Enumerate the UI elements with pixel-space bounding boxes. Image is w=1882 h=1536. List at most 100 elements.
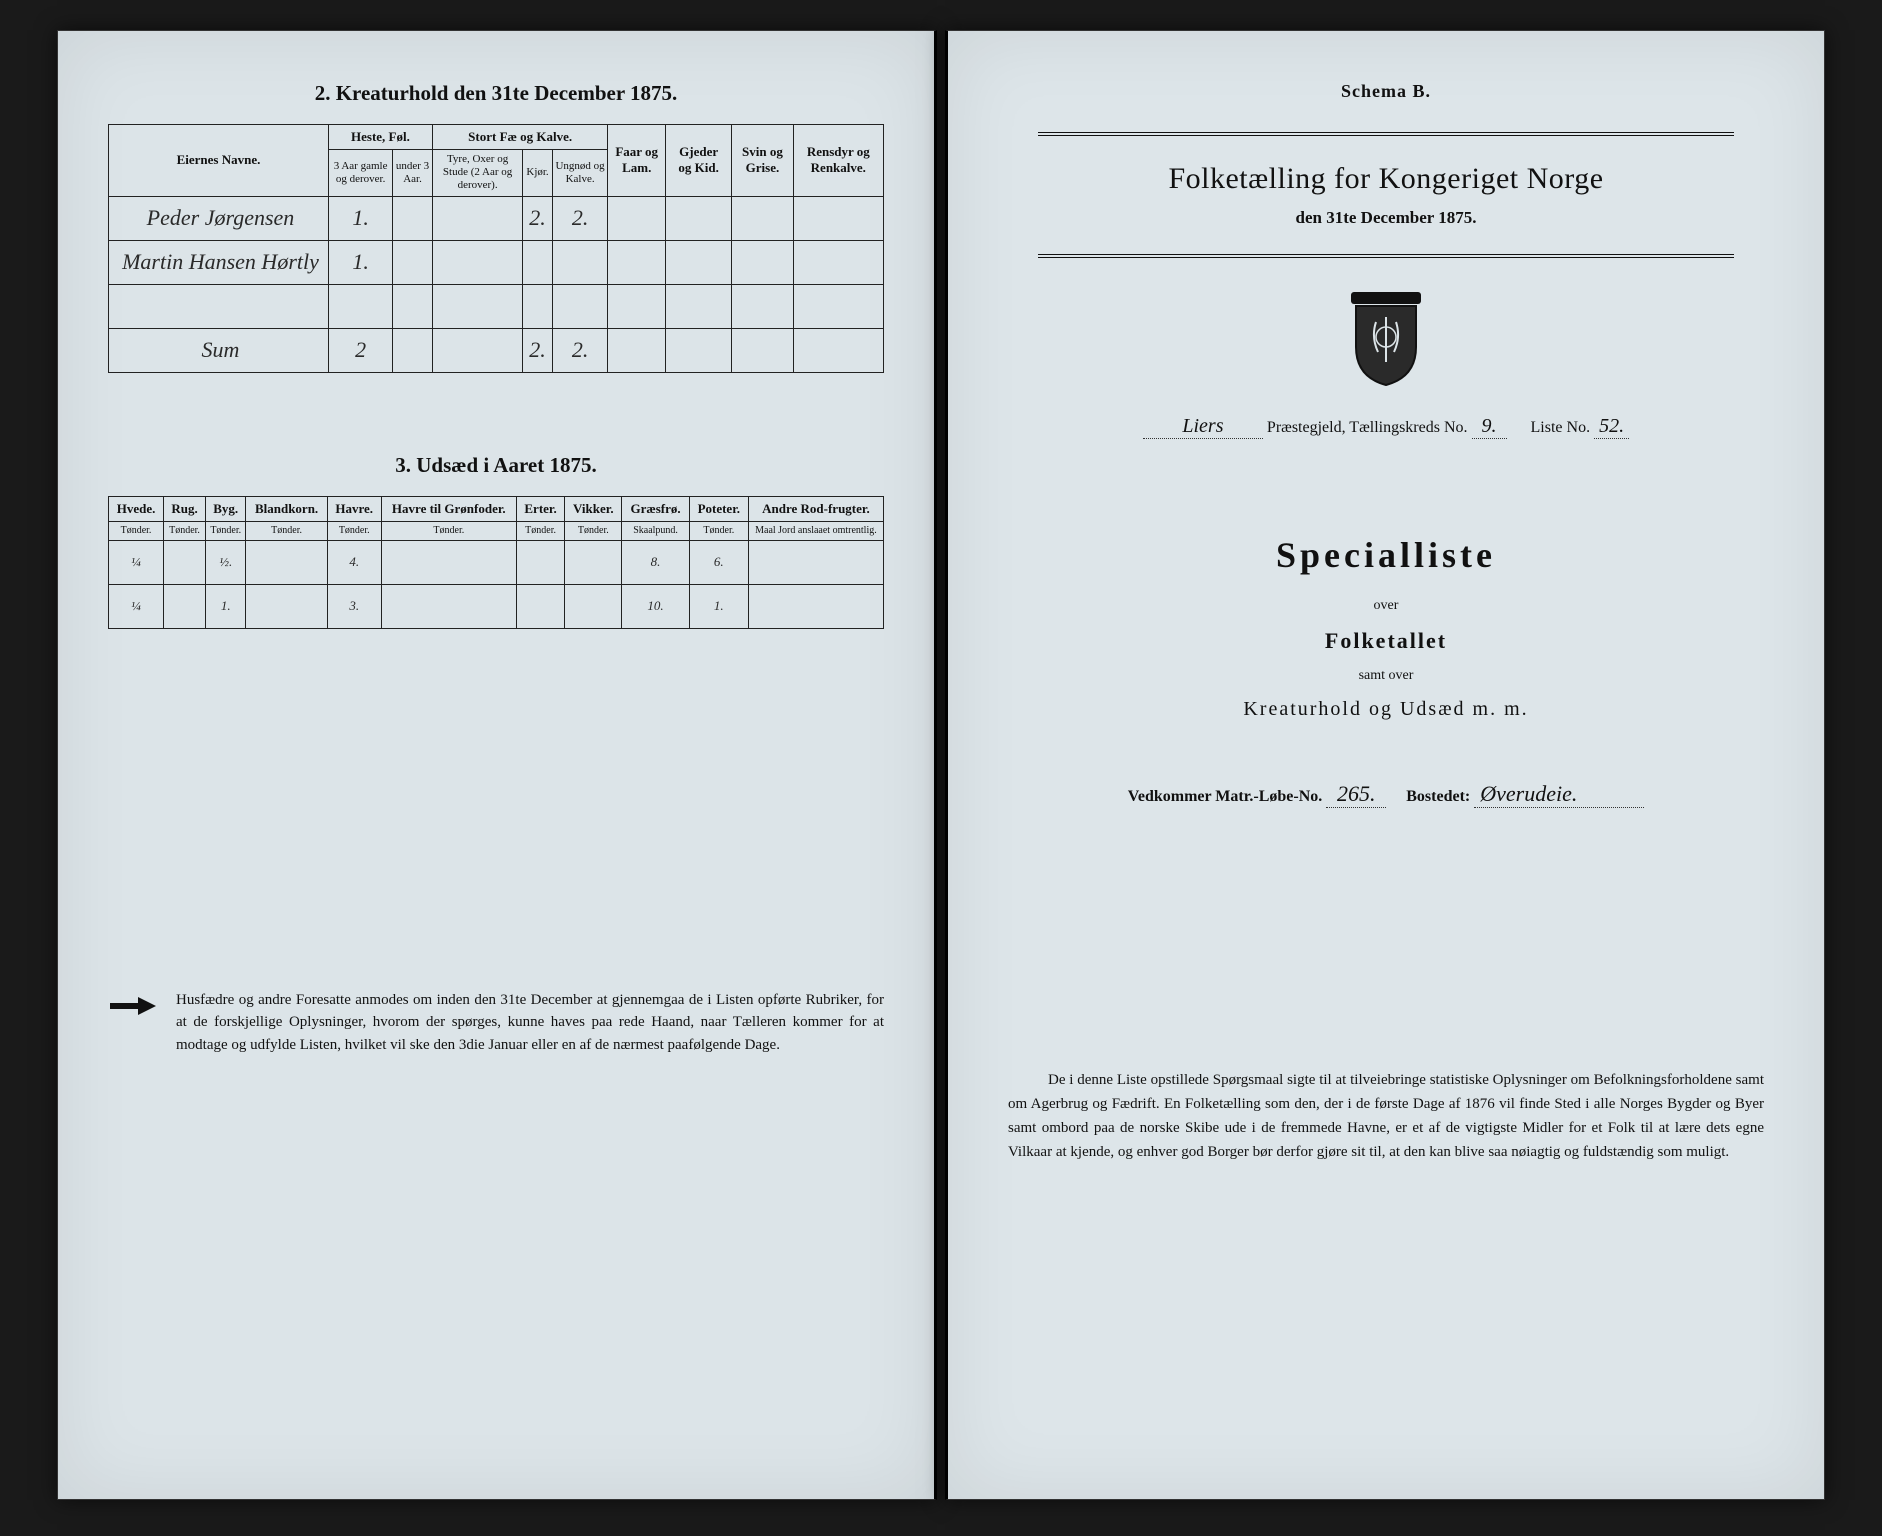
cell: ¼	[109, 584, 164, 628]
cell	[432, 328, 522, 372]
cell	[793, 328, 883, 372]
cell	[608, 328, 666, 372]
col-gjeder: Gjeder og Kid.	[665, 125, 731, 197]
cell: 1.	[329, 196, 393, 240]
cell: 1.	[329, 240, 393, 284]
cell	[523, 240, 553, 284]
livestock-table: Eiernes Navne. Heste, Føl. Stort Fæ og K…	[108, 124, 884, 373]
cell	[732, 240, 793, 284]
unit: Tønder.	[164, 521, 206, 540]
cell	[665, 328, 731, 372]
cell	[665, 196, 731, 240]
parish-line: Liers Præstegjeld, Tællingskreds No. 9. …	[1028, 415, 1744, 439]
owner-cell: Martin Hansen Hørtly	[109, 240, 329, 284]
main-title: Folketælling for Kongeriget Norge	[1048, 162, 1724, 196]
cell: 3.	[327, 584, 381, 628]
cell: ½.	[206, 540, 246, 584]
cell	[732, 328, 793, 372]
section-3-title: 3. Udsæd i Aaret 1875.	[108, 453, 884, 478]
cell	[565, 540, 622, 584]
col-andre: Andre Rod-frugter.	[748, 496, 883, 521]
cell	[608, 196, 666, 240]
unit: Maal Jord anslaaet omtrentlig.	[748, 521, 883, 540]
cell	[393, 328, 433, 372]
cell: 2	[329, 328, 393, 372]
cell	[665, 240, 731, 284]
vedkommer-line: Vedkommer Matr.-Løbe-No. 265. Bostedet: …	[998, 781, 1774, 808]
liste-label: Liste No.	[1531, 419, 1591, 436]
col-byg: Byg.	[206, 496, 246, 521]
cell: 2.	[523, 328, 553, 372]
cell	[381, 540, 516, 584]
cell: 1.	[689, 584, 748, 628]
cell	[793, 196, 883, 240]
seed-table: Hvede. Rug. Byg. Blandkorn. Havre. Havre…	[108, 496, 884, 629]
unit: Tønder.	[109, 521, 164, 540]
cell	[432, 196, 522, 240]
col-faar: Faar og Lam.	[608, 125, 666, 197]
bostedet-value: Øverudeie.	[1474, 781, 1644, 808]
cell	[381, 584, 516, 628]
col-owner: Eiernes Navne.	[109, 125, 329, 197]
cell	[516, 540, 564, 584]
kreds-no: 9.	[1472, 415, 1507, 439]
cell	[432, 240, 522, 284]
title-box: Folketælling for Kongeriget Norge den 31…	[1038, 132, 1734, 258]
pointing-hand-icon	[108, 993, 158, 1019]
table-row-sum: Sum 2 2. 2.	[109, 328, 884, 372]
cell	[552, 240, 608, 284]
col-havreg: Havre til Grønfoder.	[381, 496, 516, 521]
cell: 6.	[689, 540, 748, 584]
owner-cell: Peder Jørgensen	[109, 196, 329, 240]
vedkommer-label: Vedkommer Matr.-Løbe-No.	[1128, 788, 1323, 805]
col-heste-1: 3 Aar gamle og derover.	[329, 150, 393, 197]
col-heste-2: under 3 Aar.	[393, 150, 433, 197]
table-row-blank	[109, 284, 884, 328]
cell: 4.	[327, 540, 381, 584]
unit: Tønder.	[206, 521, 246, 540]
over-label: over	[998, 598, 1774, 614]
bostedet-label: Bostedet:	[1406, 788, 1470, 805]
table-row: ¼ ½. 4. 8. 6.	[109, 540, 884, 584]
col-erter: Erter.	[516, 496, 564, 521]
cell: 8.	[622, 540, 689, 584]
col-stort-2: Kjør.	[523, 150, 553, 197]
cell	[748, 540, 883, 584]
cell	[748, 584, 883, 628]
special-title: Specialliste	[998, 534, 1774, 576]
col-graes: Græsfrø.	[622, 496, 689, 521]
col-heste: Heste, Føl.	[329, 125, 433, 150]
cell	[565, 584, 622, 628]
cell: ¼	[109, 540, 164, 584]
matr-no: 265.	[1326, 781, 1386, 808]
unit: Skaalpund.	[622, 521, 689, 540]
unit: Tønder.	[246, 521, 327, 540]
cell	[246, 584, 327, 628]
schema-label: Schema B.	[998, 81, 1774, 102]
cell	[608, 240, 666, 284]
unit: Tønder.	[565, 521, 622, 540]
special-block: Specialliste over Folketallet samt over …	[998, 534, 1774, 721]
bottom-text: De i denne Liste opstillede Spørgsmaal s…	[1008, 1072, 1764, 1160]
col-poteter: Poteter.	[689, 496, 748, 521]
parish-label: Præstegjeld, Tællingskreds No.	[1267, 419, 1468, 436]
left-page: 2. Kreaturhold den 31te December 1875. E…	[57, 30, 937, 1500]
col-vikker: Vikker.	[565, 496, 622, 521]
table-row: Martin Hansen Hørtly 1.	[109, 240, 884, 284]
coat-of-arms-icon	[1346, 292, 1426, 387]
parish-value: Liers	[1143, 415, 1263, 439]
cell	[164, 540, 206, 584]
col-havre: Havre.	[327, 496, 381, 521]
table-row: Peder Jørgensen 1. 2. 2.	[109, 196, 884, 240]
unit: Tønder.	[689, 521, 748, 540]
col-svin: Svin og Grise.	[732, 125, 793, 197]
bottom-paragraph: De i denne Liste opstillede Spørgsmaal s…	[998, 1068, 1774, 1164]
cell: 2.	[552, 196, 608, 240]
unit: Tønder.	[516, 521, 564, 540]
kreaturhold: Kreaturhold og Udsæd m. m.	[998, 698, 1774, 721]
unit: Tønder.	[327, 521, 381, 540]
cell	[164, 584, 206, 628]
document-spread: 2. Kreaturhold den 31te December 1875. E…	[57, 30, 1825, 1500]
liste-no: 52.	[1594, 415, 1629, 439]
cell	[793, 240, 883, 284]
